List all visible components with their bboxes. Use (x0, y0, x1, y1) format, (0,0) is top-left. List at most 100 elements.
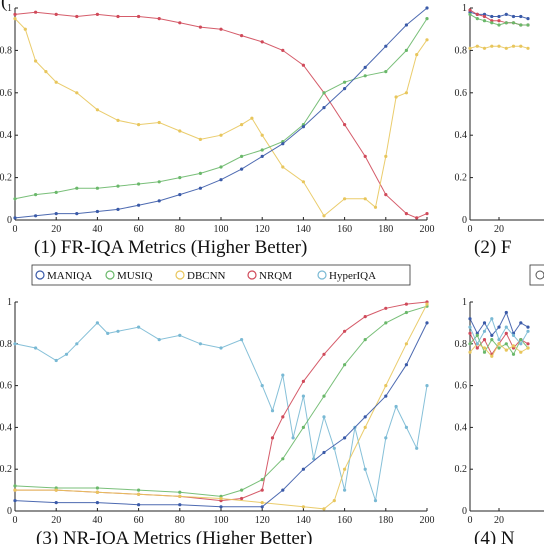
y-tick-label: 0.4 (0, 130, 12, 141)
x-tick-label: 120 (255, 224, 270, 235)
data-point (343, 123, 347, 127)
x-tick-label: 20 (51, 224, 61, 235)
data-point (116, 118, 120, 122)
data-point (425, 6, 429, 10)
data-point (415, 446, 419, 450)
data-point (157, 17, 161, 21)
data-point (322, 415, 326, 419)
data-point (34, 10, 38, 14)
data-point (34, 214, 38, 218)
data-point (497, 19, 501, 23)
legend-box (31, 264, 411, 286)
data-point (281, 48, 285, 53)
x-tick-label: 0 (468, 515, 473, 526)
panel-4-partial: 0 0.2 0.4 0.6 0.8 1 0 20 (455, 297, 544, 526)
data-point (504, 342, 508, 346)
data-point (95, 486, 99, 490)
data-point (13, 197, 17, 201)
data-point (475, 342, 479, 346)
data-point (425, 38, 429, 42)
data-point (511, 21, 516, 25)
data-point (343, 87, 347, 91)
data-point (291, 436, 295, 440)
data-point (322, 91, 326, 95)
data-point (497, 338, 501, 342)
data-point (54, 12, 58, 16)
data-point (219, 165, 223, 169)
data-point (343, 80, 347, 84)
data-point (198, 342, 202, 346)
x-tick-label: 40 (92, 515, 102, 526)
y-tick-label: 0.4 (455, 130, 468, 141)
data-point (343, 488, 347, 492)
data-point (343, 329, 347, 333)
data-point (363, 338, 367, 342)
data-point (281, 373, 285, 377)
data-point (363, 65, 367, 69)
data-point (281, 142, 285, 146)
x-tick-label: 0 (13, 224, 18, 235)
data-point (425, 302, 429, 306)
data-point (404, 23, 408, 27)
series-line (14, 305, 428, 497)
y-tick-label: 0.2 (0, 173, 12, 184)
data-point (425, 321, 429, 325)
data-point (260, 505, 264, 509)
x-tick-label: 0 (468, 224, 473, 235)
y-tick-label: 0.6 (0, 381, 12, 392)
data-point (404, 342, 408, 346)
legend-marker (105, 270, 115, 280)
y-tick-label: 0.2 (455, 464, 468, 475)
x-tick-label: 60 (134, 224, 144, 235)
figure-label: ( (1, 0, 7, 12)
data-point (240, 488, 244, 492)
data-point (219, 496, 223, 501)
data-point (490, 333, 494, 337)
data-point (384, 193, 388, 197)
data-point (116, 329, 120, 333)
y-tick-label: 1 (7, 3, 12, 14)
data-point (54, 488, 58, 492)
data-point (384, 70, 388, 74)
data-point (468, 8, 472, 12)
data-point (13, 488, 17, 492)
data-point (490, 338, 494, 342)
data-point (260, 148, 264, 152)
data-point (75, 14, 79, 19)
data-point (178, 490, 182, 494)
x-tick-label: 20 (494, 224, 504, 235)
data-point (116, 184, 120, 188)
caption-panel-4: (4) N (474, 528, 515, 544)
data-point (394, 404, 398, 409)
data-point (519, 14, 523, 19)
data-point (137, 123, 141, 127)
data-point (373, 499, 378, 503)
data-point (137, 492, 141, 496)
data-point (504, 310, 508, 315)
data-point (260, 478, 264, 482)
series-line (15, 301, 428, 502)
data-point (54, 80, 58, 84)
data-point (504, 325, 508, 329)
data-point (54, 501, 58, 505)
data-point (404, 310, 408, 315)
data-point (13, 216, 17, 220)
data-point (475, 17, 479, 21)
data-point (178, 176, 182, 180)
data-point (425, 17, 429, 21)
legend-marker (317, 270, 327, 280)
data-point (23, 27, 27, 31)
data-point (497, 342, 501, 346)
data-point (363, 415, 367, 419)
data-point (281, 415, 285, 419)
data-point (13, 484, 17, 488)
data-point (343, 467, 347, 471)
data-point (343, 363, 347, 367)
data-point (363, 197, 367, 201)
y-tick-label: 0.8 (0, 45, 12, 56)
data-point (250, 116, 254, 120)
data-point (519, 342, 523, 346)
data-point (95, 186, 99, 190)
data-point (363, 74, 367, 78)
data-point (468, 331, 472, 335)
